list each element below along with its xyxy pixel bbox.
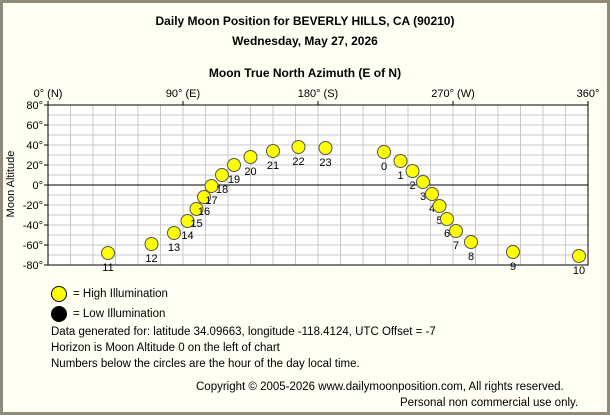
footer-horizon-note: Horizon is Moon Altitude 0 on the left o… <box>51 342 280 354</box>
y-tick-label: 0° <box>32 180 43 192</box>
hour-label: 9 <box>510 261 516 273</box>
chart-title: Daily Moon Position for BEVERLY HILLS, C… <box>156 14 455 28</box>
hour-label: 21 <box>267 160 279 172</box>
hour-label: 0 <box>381 161 387 173</box>
moon-point <box>291 140 306 154</box>
y-tick-label: 40° <box>26 140 43 152</box>
moon-point <box>215 168 229 182</box>
y-tick-label: -60° <box>23 240 43 252</box>
legend-low: = Low Illumination <box>51 306 165 322</box>
moon-point <box>464 235 478 249</box>
hour-label: 1 <box>397 170 403 182</box>
moon-point <box>506 245 520 259</box>
moon-point <box>318 141 333 155</box>
moon-point <box>405 164 420 178</box>
hour-label: 23 <box>319 157 331 169</box>
hour-label: 18 <box>216 184 228 196</box>
moon-point <box>204 179 219 193</box>
footer-location: Data generated for: latitude 34.09663, l… <box>51 326 436 338</box>
y-tick-label: -80° <box>23 260 43 272</box>
moon-point <box>449 224 463 238</box>
legend-high-label: = High Illumination <box>73 288 168 300</box>
high-illumination-icon <box>51 286 67 302</box>
moon-point <box>144 237 159 251</box>
footer-copyright: Copyright © 2005-2026 www.dailymoonposit… <box>196 381 564 393</box>
footer-hour-note: Numbers below the circles are the hour o… <box>51 358 360 370</box>
moon-point <box>180 214 195 228</box>
hour-label: 19 <box>228 174 240 186</box>
hour-label: 11 <box>102 262 113 274</box>
legend-low-label: = Low Illumination <box>73 308 166 320</box>
moon-point <box>167 226 181 240</box>
hour-label: 16 <box>198 206 210 218</box>
hour-label: 4 <box>429 203 435 215</box>
plot-border <box>47 104 589 266</box>
moon-point <box>432 199 447 213</box>
x-tick-label: 360° <box>577 88 600 100</box>
x-axis-title: Moon True North Azimuth (E of N) <box>209 66 401 80</box>
hour-label: 6 <box>444 228 450 240</box>
y-tick-label: -20° <box>23 200 43 212</box>
moon-point <box>197 190 211 204</box>
hour-label: 15 <box>190 218 202 230</box>
moon-position-chart: Daily Moon Position for BEVERLY HILLS, C… <box>5 14 600 277</box>
hour-label: 10 <box>573 265 585 277</box>
hour-label: 2 <box>409 180 415 192</box>
x-tick-label: 90° (E) <box>166 88 200 100</box>
hour-label: 7 <box>453 240 459 252</box>
hour-label: 20 <box>244 166 256 178</box>
moon-point <box>572 249 586 263</box>
y-tick-label: 20° <box>26 160 43 172</box>
moon-point <box>101 246 115 260</box>
y-tick-label: -40° <box>23 220 43 232</box>
y-tick-label: 80° <box>26 100 43 112</box>
y-axis-title: Moon Altitude <box>5 151 17 218</box>
x-tick-label: 0° (N) <box>34 88 63 100</box>
moon-point <box>266 144 280 158</box>
moon-point <box>189 202 204 216</box>
hour-label: 5 <box>436 215 442 227</box>
moon-point <box>393 154 408 168</box>
y-tick-label: 60° <box>26 120 43 132</box>
moon-point <box>227 158 241 172</box>
plot-area: 80° 60° 40° 20° 0° -20° -40° -60° -80° 0° (N) 90° … <box>23 88 600 277</box>
moon-point <box>425 187 439 201</box>
chart-date: Wednesday, May 27, 2026 <box>232 34 378 48</box>
legend-high: = High Illumination <box>51 286 168 302</box>
moon-point <box>243 150 258 164</box>
hour-label: 12 <box>145 253 157 265</box>
hour-label: 22 <box>292 156 304 168</box>
moon-point <box>416 175 430 189</box>
hour-label: 13 <box>168 242 180 254</box>
moon-point <box>440 212 454 226</box>
hour-label: 8 <box>468 251 474 263</box>
x-tick-label: 270° (W) <box>431 88 475 100</box>
footer-notice: Personal non commercial use only. <box>400 397 579 409</box>
low-illumination-icon <box>51 306 67 322</box>
moon-point <box>377 145 391 159</box>
hour-label: 14 <box>181 230 193 242</box>
hour-label: 17 <box>205 195 217 207</box>
x-tick-label: 180° (S) <box>298 88 338 100</box>
hour-label: 3 <box>420 191 426 203</box>
